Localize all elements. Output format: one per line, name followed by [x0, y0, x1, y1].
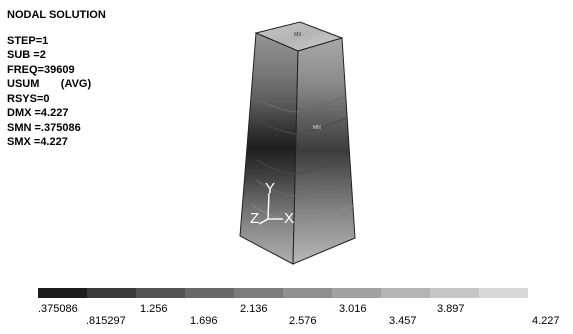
triad-x-label: X	[284, 210, 294, 227]
legend-label: 3.457	[389, 315, 417, 327]
legend-swatch	[381, 288, 430, 298]
plot-title: NODAL SOLUTION	[7, 9, 106, 21]
info-sub: SUB =2	[7, 49, 46, 61]
deformed-beam-model: MX MN	[239, 21, 356, 265]
legend-swatch	[136, 288, 185, 298]
legend-label: .375086	[38, 303, 78, 315]
node-tag-top: MX	[294, 32, 302, 38]
triad-z-label: Z	[250, 210, 259, 227]
legend-label: 1.696	[190, 315, 218, 327]
info-dmx: DMX =4.227	[7, 107, 69, 119]
legend-swatch	[185, 288, 234, 298]
contour-band	[255, 179, 352, 197]
triad-y-label: Y	[265, 180, 275, 197]
legend-swatch	[38, 288, 87, 298]
legend-swatch	[234, 288, 283, 298]
legend-swatch	[283, 288, 332, 298]
legend-label: 3.897	[437, 303, 465, 315]
legend-label: 1.256	[140, 303, 168, 315]
contour-band	[257, 95, 347, 113]
legend-swatch	[87, 288, 136, 298]
legend-label: 3.016	[339, 303, 367, 315]
info-step: STEP=1	[7, 34, 49, 47]
contour-legend-bar	[38, 288, 528, 298]
info-freq: FREQ=39609	[7, 63, 75, 76]
info-smx: SMX =4.227	[7, 136, 68, 148]
beam-front-face	[239, 32, 299, 265]
coordinate-triad: Y Z X	[250, 180, 294, 227]
solution-info: NODAL SOLUTION STEP=1 SUB =2 FREQ=39609 …	[7, 8, 106, 150]
legend-label: .815297	[86, 315, 126, 327]
legend-swatch	[430, 288, 479, 298]
node-tag-side: MN	[313, 125, 321, 131]
legend-swatch	[332, 288, 381, 298]
contour-band	[257, 117, 348, 135]
info-smn: SMN =.375086	[7, 121, 81, 134]
info-rsys: RSYS=0	[7, 92, 50, 105]
legend-label: 4.227	[532, 315, 560, 327]
info-usum: USUM (AVG)	[7, 78, 92, 90]
legend-label: 2.136	[240, 303, 268, 315]
contour-band	[251, 204, 354, 223]
beam-side-face	[292, 37, 356, 265]
contour-band	[256, 157, 351, 175]
legend-swatch	[479, 288, 528, 298]
legend-label: 2.576	[289, 315, 317, 327]
